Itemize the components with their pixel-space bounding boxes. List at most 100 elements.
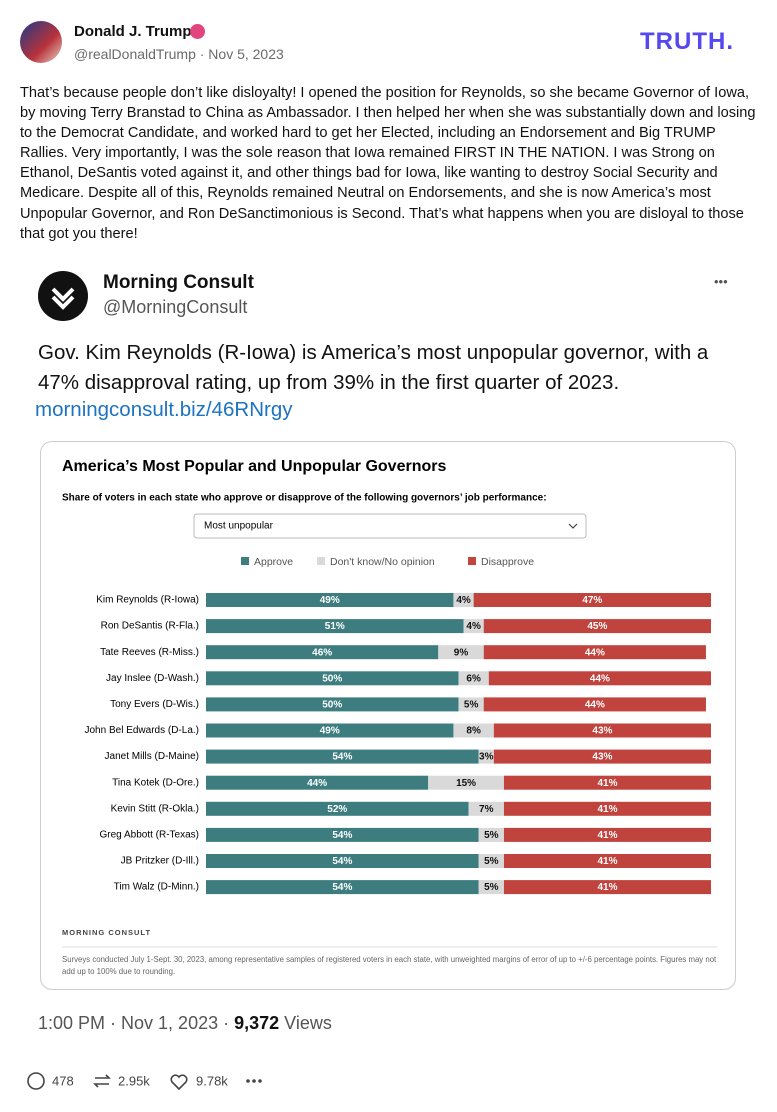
legend-label: Approve <box>254 556 293 568</box>
source-logo: MORNING CONSULT <box>62 928 151 937</box>
data-label: 8% <box>466 726 481 737</box>
repost-count[interactable]: 2.95k <box>118 1073 150 1088</box>
bar-segment <box>453 593 474 607</box>
data-label: 43% <box>592 752 612 763</box>
views-label: Views <box>279 1013 332 1033</box>
data-label: 41% <box>597 882 617 893</box>
bar-segment <box>483 697 706 712</box>
data-label: 3% <box>479 752 494 763</box>
tweet-avatar <box>38 271 88 321</box>
category-label: Tina Kotek (D-Ore.) <box>112 777 199 788</box>
legend-swatch <box>241 557 249 565</box>
legend-swatch <box>468 557 476 565</box>
bar-segment <box>206 671 459 686</box>
bar-segment <box>478 854 504 868</box>
data-label: 54% <box>332 752 352 763</box>
data-label: 51% <box>325 621 345 632</box>
chart-card: America’s Most Popular and Unpopular Gov… <box>40 441 736 990</box>
tweet-text: Gov. Kim Reynolds (R-Iowa) is America’s … <box>38 341 709 394</box>
bar-segment <box>206 645 439 660</box>
action-bar: 478 2.95k 9.78k <box>27 1072 262 1091</box>
data-label: 47% <box>582 595 602 606</box>
data-label: 52% <box>327 804 347 815</box>
data-label: 5% <box>484 882 499 893</box>
reply-icon[interactable] <box>27 1072 45 1090</box>
like-icon[interactable] <box>170 1074 188 1091</box>
bar-segment <box>478 880 504 895</box>
tweet-link[interactable]: morningconsult.biz/46RNrgy <box>35 398 293 421</box>
bar-segment <box>428 775 504 790</box>
data-label: 49% <box>320 595 340 606</box>
data-label: 41% <box>597 830 617 841</box>
bar-segment <box>206 854 479 868</box>
brand-logo[interactable]: TRUTH. <box>640 28 734 55</box>
data-label: 7% <box>479 804 494 815</box>
dropdown-arrow[interactable] <box>568 523 578 529</box>
data-label: 45% <box>587 621 607 632</box>
category-label: Tate Reeves (R-Miss.) <box>100 647 199 658</box>
data-label: 5% <box>484 830 499 841</box>
data-label: 9% <box>454 647 469 658</box>
category-label: Kevin Stitt (R-Okla.) <box>111 803 199 814</box>
data-label: 6% <box>466 673 481 684</box>
bar-segment <box>483 645 706 660</box>
chart-note: Surveys conducted July 1-Sept. 30, 2023,… <box>62 955 717 976</box>
category-label: Kim Reynolds (R-Iowa) <box>96 595 199 606</box>
data-label: 41% <box>597 804 617 815</box>
data-label: 4% <box>456 595 471 606</box>
reply-count[interactable]: 478 <box>52 1073 74 1088</box>
data-label: 50% <box>322 673 342 684</box>
more-actions[interactable] <box>246 1079 262 1083</box>
legend-label: Disapprove <box>481 556 534 568</box>
bar-segment <box>206 619 464 634</box>
bar-segment <box>453 723 494 738</box>
bar-segment <box>468 801 504 816</box>
bar-segment <box>206 880 479 895</box>
bar-segment <box>206 775 429 790</box>
bar-segment <box>206 697 459 712</box>
data-label: 54% <box>332 882 352 893</box>
bar-segment <box>493 723 711 738</box>
dropdown-text[interactable]: Most unpopular <box>204 521 274 532</box>
data-label: 44% <box>585 647 605 658</box>
avatar[interactable] <box>20 21 62 63</box>
bar-segment <box>473 593 711 607</box>
bar-segment <box>206 749 479 764</box>
bar-segment <box>206 827 479 842</box>
category-label: Jay Inslee (D-Wash.) <box>106 673 199 684</box>
category-label: Greg Abbott (R-Texas) <box>100 830 199 841</box>
tweet-handle: @MorningConsult <box>103 297 248 317</box>
chart: America’s Most Popular and Unpopular Gov… <box>62 458 717 948</box>
author-name[interactable]: Donald J. Trump <box>74 23 192 40</box>
logo-icon <box>51 287 75 310</box>
bar-segment <box>206 801 469 816</box>
data-label: 41% <box>597 778 617 789</box>
author-handle: @realDonaldTrump · Nov 5, 2023 <box>74 46 284 62</box>
chart-subtitle: Share of voters in each state who approv… <box>62 493 547 504</box>
chart-title: America’s Most Popular and Unpopular Gov… <box>62 458 446 475</box>
data-label: 15% <box>456 778 476 789</box>
data-label: 44% <box>585 700 605 711</box>
verified-badge <box>190 24 205 39</box>
data-label: 44% <box>307 778 327 789</box>
bar-segment <box>463 619 484 634</box>
bar-segment <box>478 827 504 842</box>
category-label: John Bel Edwards (D-La.) <box>85 725 200 736</box>
timestamp: 1:00 PM · Nov 1, 2023 · <box>38 1013 235 1033</box>
data-label: 41% <box>597 856 617 867</box>
views-count: 9,372 <box>234 1013 280 1033</box>
data-label: 44% <box>590 673 610 684</box>
bar-segment <box>503 801 711 816</box>
dropdown[interactable] <box>193 513 587 539</box>
like-count[interactable]: 9.78k <box>196 1073 228 1088</box>
data-label: 43% <box>592 726 612 737</box>
bar-segment <box>488 671 711 686</box>
data-label: 4% <box>466 621 481 632</box>
bar-segment <box>438 645 484 660</box>
bar-segment <box>458 671 489 686</box>
bar-segment <box>493 749 711 764</box>
repost-icon[interactable] <box>93 1074 111 1088</box>
category-label: Ron DeSantis (R-Fla.) <box>101 621 199 632</box>
more-button[interactable]: ••• <box>714 274 728 289</box>
